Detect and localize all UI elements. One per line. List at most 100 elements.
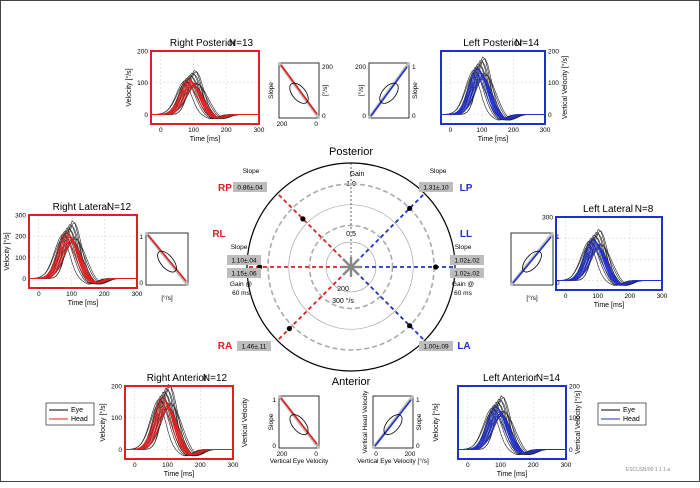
slope-y2-tick: 1: [412, 64, 416, 71]
panel-x-tick: 0: [466, 462, 470, 469]
panel-x-tick: 0: [37, 291, 41, 298]
slope-y2label: Slope: [416, 413, 423, 430]
rl-slope-value: 1.10±.04: [231, 258, 257, 265]
la-slope-value-box: [419, 341, 453, 351]
rp-slope-value-box: [233, 182, 267, 192]
legend-right-head: Head: [623, 416, 640, 423]
panel-xlabel: Time [ms]: [594, 302, 625, 309]
legend-left-head: Head: [71, 416, 88, 423]
slope-fit-line: [512, 236, 552, 284]
panel-title: Right Lateral: [53, 202, 110, 213]
panel-y-tick: 200: [111, 384, 122, 391]
panel-frame: [457, 385, 567, 460]
rl-gain-value-box: [227, 268, 261, 278]
ll-slope-title: Slope: [455, 244, 472, 251]
panel-x-tick: 200: [195, 462, 206, 469]
panel-ylabel: Vertical Velocity [°/s]: [561, 56, 569, 119]
panel-x-tick: 0: [159, 127, 163, 134]
slope-y2-tick: 0: [322, 113, 326, 120]
slope-y2-tick: 200: [322, 64, 333, 71]
panel-n: N=13: [229, 38, 254, 49]
panel-y-tick: 300: [15, 213, 26, 220]
polar-gain-tick-2: 0.5: [346, 231, 356, 238]
panel-y-tick: 200: [569, 384, 580, 391]
panel-x-tick: 200: [221, 127, 232, 134]
panel-y-tick: 100: [548, 80, 559, 87]
ll-gain-title-2: 60 ms: [454, 290, 472, 297]
panel-x-tick: 0: [449, 127, 453, 134]
polar-center-mark: [350, 266, 360, 276]
panel-xlabel: Time [ms]: [164, 471, 195, 478]
panel-xlabel: Time [ms]: [497, 471, 528, 478]
slope-x-tick: 200: [277, 451, 288, 458]
panel-x-tick: 300: [540, 127, 551, 134]
polar-ray-lp: [350, 192, 426, 268]
panel-ylabel: Velocity [°/s]: [125, 68, 133, 106]
slope-loop: [157, 250, 177, 273]
slope-plot-rl-slope: [°/s] 1 0: [139, 232, 190, 302]
slope-y-tick: 0: [272, 443, 276, 450]
panel-x-tick: 200: [624, 293, 635, 300]
panel-y-tick: 0: [548, 112, 552, 119]
panel-x-tick: 300: [132, 291, 143, 298]
panel-n: N=12: [203, 373, 228, 384]
rl-gain-title-1: Gain @: [230, 281, 253, 288]
lp-slope-value-box: [419, 182, 453, 192]
ra-slope-value-box: [237, 341, 271, 351]
ll-slope-value-box: [450, 255, 484, 265]
slope-fit-line: [280, 397, 318, 445]
panel-x-tick: 200: [508, 127, 519, 134]
panel-x-tick: 0: [564, 293, 568, 300]
panel-title: Right Anterior: [147, 373, 208, 384]
footer-text: ESCUSB/00 1 1 1 a: [626, 467, 670, 473]
panel-x-tick: 200: [99, 291, 110, 298]
polar-gain-label: Gain: [350, 171, 365, 178]
slope-ylabel: Slope: [268, 413, 275, 430]
panel-x-tick: 100: [495, 462, 506, 469]
panel-x-tick: 300: [561, 462, 572, 469]
panel-y-tick: 100: [569, 415, 580, 422]
slope-loop: [289, 414, 309, 436]
panel-x-tick: 100: [66, 291, 77, 298]
head-trace: [441, 78, 545, 120]
slope-y-tick: 1: [272, 397, 276, 404]
polar-velocity-tick-1: 200: [337, 286, 349, 293]
legend-left: [45, 402, 95, 426]
panel-y-tick: 0: [569, 447, 573, 454]
polar-gain-point-la: [407, 323, 413, 329]
panel-x-tick: 100: [188, 127, 199, 134]
panel-title: Left Posterior: [463, 38, 523, 49]
lp-slope-title: Slope: [430, 168, 447, 175]
slope-fit-line: [370, 66, 408, 117]
panel-frame: [28, 214, 138, 289]
polar-gain-point-ra: [286, 326, 292, 332]
polar-ray-la: [350, 266, 426, 342]
panel-y-tick: 200: [137, 49, 148, 56]
slope-x-tick: 0: [374, 451, 378, 458]
slope-xlabel: [°/s]: [161, 294, 172, 302]
slope-x-tick: 200: [405, 451, 416, 458]
panel-frame: [124, 385, 234, 460]
slope-fit-line: [280, 64, 318, 115]
slope-y2-tick: 0: [416, 443, 420, 450]
slope-y2label: Slope: [412, 82, 419, 99]
slope-y-tick: 1: [139, 234, 143, 241]
panel-title: Right Posterior: [170, 38, 237, 49]
panel-title: Left Lateral: [583, 204, 633, 215]
polar-gain-point-rp: [300, 216, 306, 222]
panel-frame: [150, 50, 260, 125]
slope-xlabel: Vertical Eye Velocity: [270, 458, 329, 465]
canal-code-ll: LL: [460, 229, 472, 240]
slope-fit-line: [374, 399, 412, 447]
head-trace: [556, 248, 662, 285]
rp-slope-value: 0.86±.04: [237, 185, 263, 192]
panel-y-tick: 0: [118, 447, 122, 454]
panel-frame: [555, 216, 663, 291]
legend-right: [597, 402, 647, 426]
slope-y-tick: 0: [362, 113, 366, 120]
panel-y2label: Vertical Velocity [°/s]: [574, 391, 582, 454]
